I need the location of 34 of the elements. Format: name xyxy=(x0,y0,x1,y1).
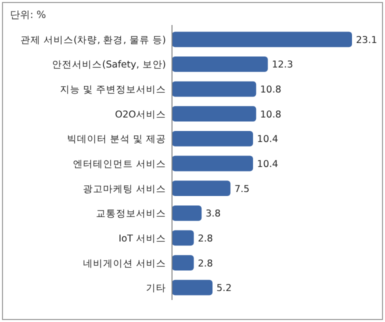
bar xyxy=(172,255,194,270)
y-tick-label: 안전서비스(Safety, 보안) xyxy=(52,60,166,71)
data-label: 23.1 xyxy=(356,34,378,46)
bar xyxy=(172,81,256,97)
y-tick-label: 빅데이터 분석 및 제공 xyxy=(66,134,166,146)
y-tick-label: 관제 서비스(차량, 환경, 물류 등) xyxy=(20,34,166,46)
bar xyxy=(172,180,230,196)
y-tick-label: 광고마케팅 서비스 xyxy=(82,184,166,195)
bar xyxy=(172,230,194,246)
y-tick-label: 엔터테인먼트 서비스 xyxy=(72,159,166,170)
bar xyxy=(172,130,254,146)
data-label: 10.8 xyxy=(260,84,282,96)
y-tick-label: 지능 및 주변정보서비스 xyxy=(60,84,166,96)
data-label: 5.2 xyxy=(216,283,232,294)
text: 단위: % xyxy=(10,10,46,21)
bar xyxy=(172,32,352,48)
y-tick-label: IoT 서비스 xyxy=(118,233,166,244)
data-label: 7.5 xyxy=(234,184,250,195)
data-label: 10.4 xyxy=(257,159,278,170)
bar xyxy=(172,280,213,296)
y-tick-label: 네비게이션 서비스 xyxy=(82,258,166,270)
bar xyxy=(172,106,256,122)
bar xyxy=(172,156,254,172)
y-tick-label: O2O서비스 xyxy=(115,109,166,120)
bar xyxy=(172,205,202,221)
data-label: 10.4 xyxy=(257,134,278,146)
bar xyxy=(172,56,268,72)
data-label: 2.8 xyxy=(198,233,213,244)
data-label: 12.3 xyxy=(272,60,293,71)
data-label: 3.8 xyxy=(206,208,221,220)
data-label: 10.8 xyxy=(260,109,282,120)
data-label: 2.8 xyxy=(198,258,213,270)
y-tick-label: 기타 xyxy=(146,283,166,294)
y-tick-label: 교통정보서비스 xyxy=(96,208,166,220)
